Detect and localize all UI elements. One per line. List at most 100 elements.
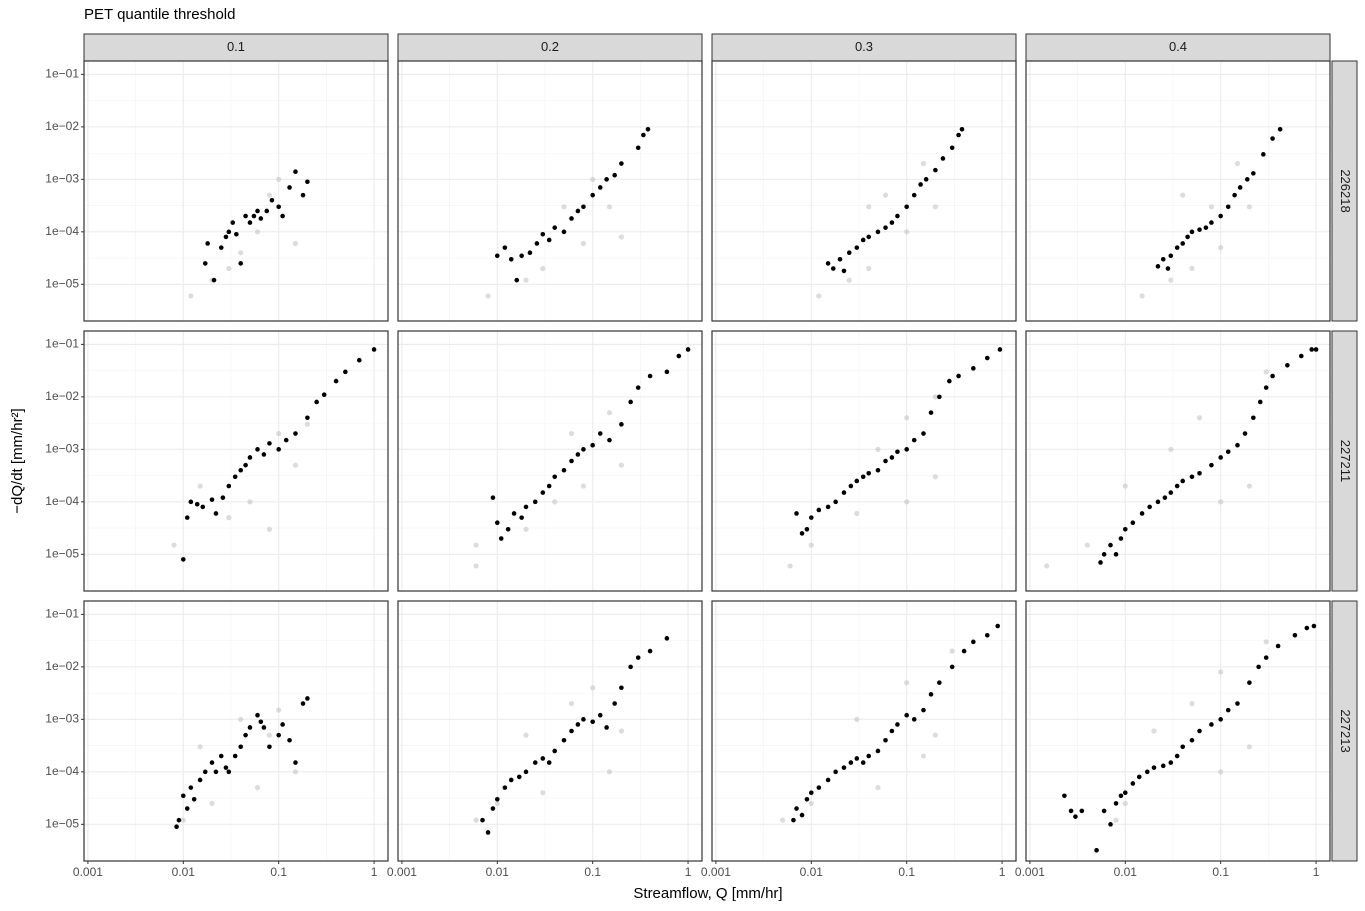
y-tick-label: 1e−05 xyxy=(45,816,79,830)
data-point xyxy=(575,722,581,727)
data-point xyxy=(932,204,938,210)
data-point xyxy=(568,430,575,437)
data-point xyxy=(534,241,540,246)
data-point xyxy=(866,753,872,759)
data-point xyxy=(569,458,574,464)
data-point xyxy=(590,176,596,182)
data-point xyxy=(292,769,299,775)
data-point xyxy=(904,204,909,210)
data-point xyxy=(866,204,872,210)
data-point xyxy=(1197,728,1202,734)
data-point xyxy=(552,748,558,754)
data-point xyxy=(276,204,281,210)
data-point xyxy=(223,234,229,240)
panel-background xyxy=(712,61,1016,321)
data-point xyxy=(937,680,942,685)
data-point xyxy=(1189,229,1195,235)
data-point xyxy=(635,655,641,660)
data-point xyxy=(561,467,567,473)
data-point xyxy=(825,777,831,783)
data-point xyxy=(883,737,888,743)
data-point xyxy=(883,458,888,464)
data-point xyxy=(1263,655,1269,660)
data-point xyxy=(523,769,529,775)
data-point xyxy=(889,728,895,734)
panel-border xyxy=(83,600,389,862)
data-point xyxy=(904,680,910,686)
data-point xyxy=(276,732,281,738)
data-point xyxy=(606,204,613,210)
data-point xyxy=(276,707,282,713)
x-tick-label: 1 xyxy=(999,865,1006,879)
data-point xyxy=(1270,373,1275,379)
data-point xyxy=(480,817,485,823)
panel-background xyxy=(398,331,702,591)
data-point xyxy=(841,765,847,770)
chart-title: PET quantile threshold xyxy=(84,6,236,23)
data-point xyxy=(848,760,854,765)
data-point xyxy=(911,717,917,722)
facet-strip xyxy=(1331,330,1358,592)
data-point xyxy=(779,817,786,823)
data-point xyxy=(619,685,624,691)
y-tick-label: 1e−03 xyxy=(45,172,79,186)
data-point xyxy=(232,753,238,759)
data-point xyxy=(1068,808,1074,814)
data-point xyxy=(618,728,624,734)
data-point xyxy=(645,126,651,132)
data-point xyxy=(1232,192,1237,198)
data-point xyxy=(269,197,275,203)
data-point xyxy=(305,179,310,185)
data-point xyxy=(799,531,805,536)
data-point xyxy=(816,785,822,790)
data-point xyxy=(230,220,236,225)
data-point xyxy=(213,511,219,516)
data-point xyxy=(561,204,567,210)
data-point xyxy=(1122,483,1128,489)
data-point xyxy=(532,760,538,765)
panel-background xyxy=(1026,331,1330,591)
data-point xyxy=(949,664,955,670)
data-point xyxy=(258,216,264,221)
data-point xyxy=(787,563,793,569)
data-point xyxy=(561,737,567,743)
data-point xyxy=(276,176,282,182)
data-point xyxy=(984,355,990,361)
data-point xyxy=(180,793,186,799)
x-tick-label: 0.01 xyxy=(1114,865,1138,879)
data-point xyxy=(1189,265,1195,272)
data-point xyxy=(514,277,520,283)
data-point xyxy=(569,216,574,221)
x-tick-label: 0.001 xyxy=(73,865,103,879)
data-point xyxy=(266,732,273,738)
data-point xyxy=(473,817,479,823)
data-point xyxy=(854,245,860,250)
facet-strip xyxy=(1025,33,1331,62)
data-point xyxy=(1136,774,1142,780)
data-point xyxy=(1139,293,1145,299)
data-point xyxy=(959,126,965,132)
data-point xyxy=(837,256,843,262)
data-point xyxy=(984,632,990,638)
data-point xyxy=(606,410,613,416)
data-point xyxy=(833,769,838,775)
x-axis-label: Streamflow, Q [mm/hr] xyxy=(633,885,782,902)
panel-border xyxy=(397,330,703,592)
x-tick-label: 1 xyxy=(1313,865,1320,879)
x-tick-label: 0.001 xyxy=(387,865,417,879)
data-point xyxy=(1180,478,1186,484)
data-point xyxy=(575,208,581,214)
data-point xyxy=(808,800,814,807)
data-point xyxy=(1147,504,1152,510)
data-point xyxy=(293,169,298,174)
data-point xyxy=(490,495,496,500)
data-point xyxy=(816,293,822,299)
data-point xyxy=(1196,415,1203,421)
y-tick-label: 1e−02 xyxy=(45,119,79,133)
data-point xyxy=(971,366,976,371)
panel-background xyxy=(712,331,1016,591)
data-point xyxy=(546,483,552,489)
data-point xyxy=(635,385,641,390)
y-tick-label: 1e−01 xyxy=(45,607,79,621)
data-point xyxy=(918,182,923,187)
